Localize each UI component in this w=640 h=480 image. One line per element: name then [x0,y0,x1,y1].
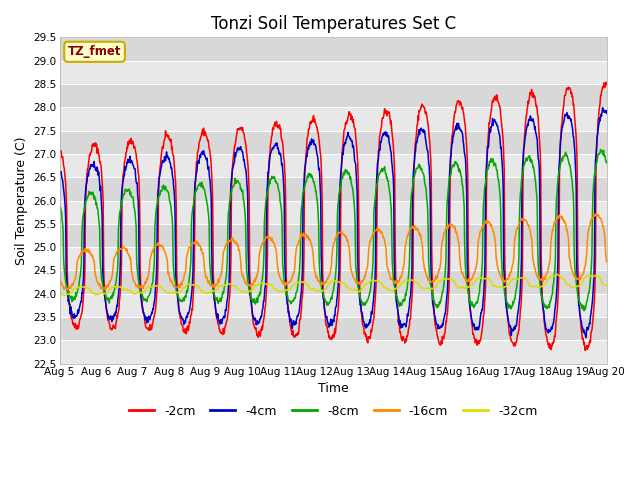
-2cm [451,108,459,114]
-8cm [338,175,346,181]
Line: -8cm: -8cm [60,149,607,311]
-4cm [582,335,589,340]
Line: -2cm: -2cm [60,82,607,350]
-2cm [582,348,589,353]
Text: TZ_fmet: TZ_fmet [68,45,122,58]
-4cm [56,169,63,175]
-4cm [338,156,346,162]
-4cm [201,151,209,157]
Y-axis label: Soil Temperature (C): Soil Temperature (C) [15,136,28,265]
Title: Tonzi Soil Temperatures Set C: Tonzi Soil Temperatures Set C [211,15,456,33]
-16cm [128,269,136,275]
Bar [60,317,607,340]
-16cm [568,265,575,271]
-32cm [568,285,576,290]
Bar [60,60,607,84]
-8cm [596,146,604,152]
-32cm [128,289,136,295]
Bar [60,154,607,177]
-2cm [338,154,346,160]
Bar [60,177,607,201]
Bar [60,224,607,247]
-32cm [56,290,63,296]
-2cm [127,135,135,141]
-32cm [339,280,346,286]
-32cm [201,290,209,296]
Bar [60,131,607,154]
Bar [60,340,607,364]
Bar [60,247,607,270]
-2cm [603,82,611,87]
-16cm [56,276,63,282]
Line: -16cm: -16cm [60,214,607,290]
-4cm [259,306,267,312]
Bar [60,37,607,60]
-8cm [580,308,588,313]
Bar [60,107,607,131]
-16cm [64,287,72,293]
-2cm [259,323,267,328]
-16cm [603,259,611,265]
Line: -4cm: -4cm [60,108,607,337]
-2cm [56,147,63,153]
-2cm [201,130,209,135]
-16cm [452,228,460,234]
-4cm [603,110,611,116]
Bar [60,84,607,107]
-2cm [567,91,575,97]
-16cm [591,211,599,217]
-8cm [603,160,611,166]
-16cm [260,240,268,245]
-4cm [451,127,459,133]
-8cm [567,171,575,177]
Bar [60,201,607,224]
-8cm [451,159,459,165]
-16cm [201,268,209,274]
Line: -32cm: -32cm [60,274,607,295]
-4cm [127,157,135,163]
X-axis label: Time: Time [317,382,348,395]
-32cm [603,283,611,288]
Bar [60,270,607,294]
-8cm [127,193,135,199]
-8cm [201,187,209,193]
Bar [60,294,607,317]
-4cm [599,105,607,110]
-2cm [602,79,610,85]
-16cm [339,230,346,236]
-32cm [260,280,268,286]
-4cm [567,116,575,122]
-32cm [61,292,69,298]
-32cm [452,281,460,287]
-8cm [259,270,267,276]
-8cm [56,204,63,209]
-32cm [553,271,561,277]
Legend: -2cm, -4cm, -8cm, -16cm, -32cm: -2cm, -4cm, -8cm, -16cm, -32cm [124,400,542,423]
